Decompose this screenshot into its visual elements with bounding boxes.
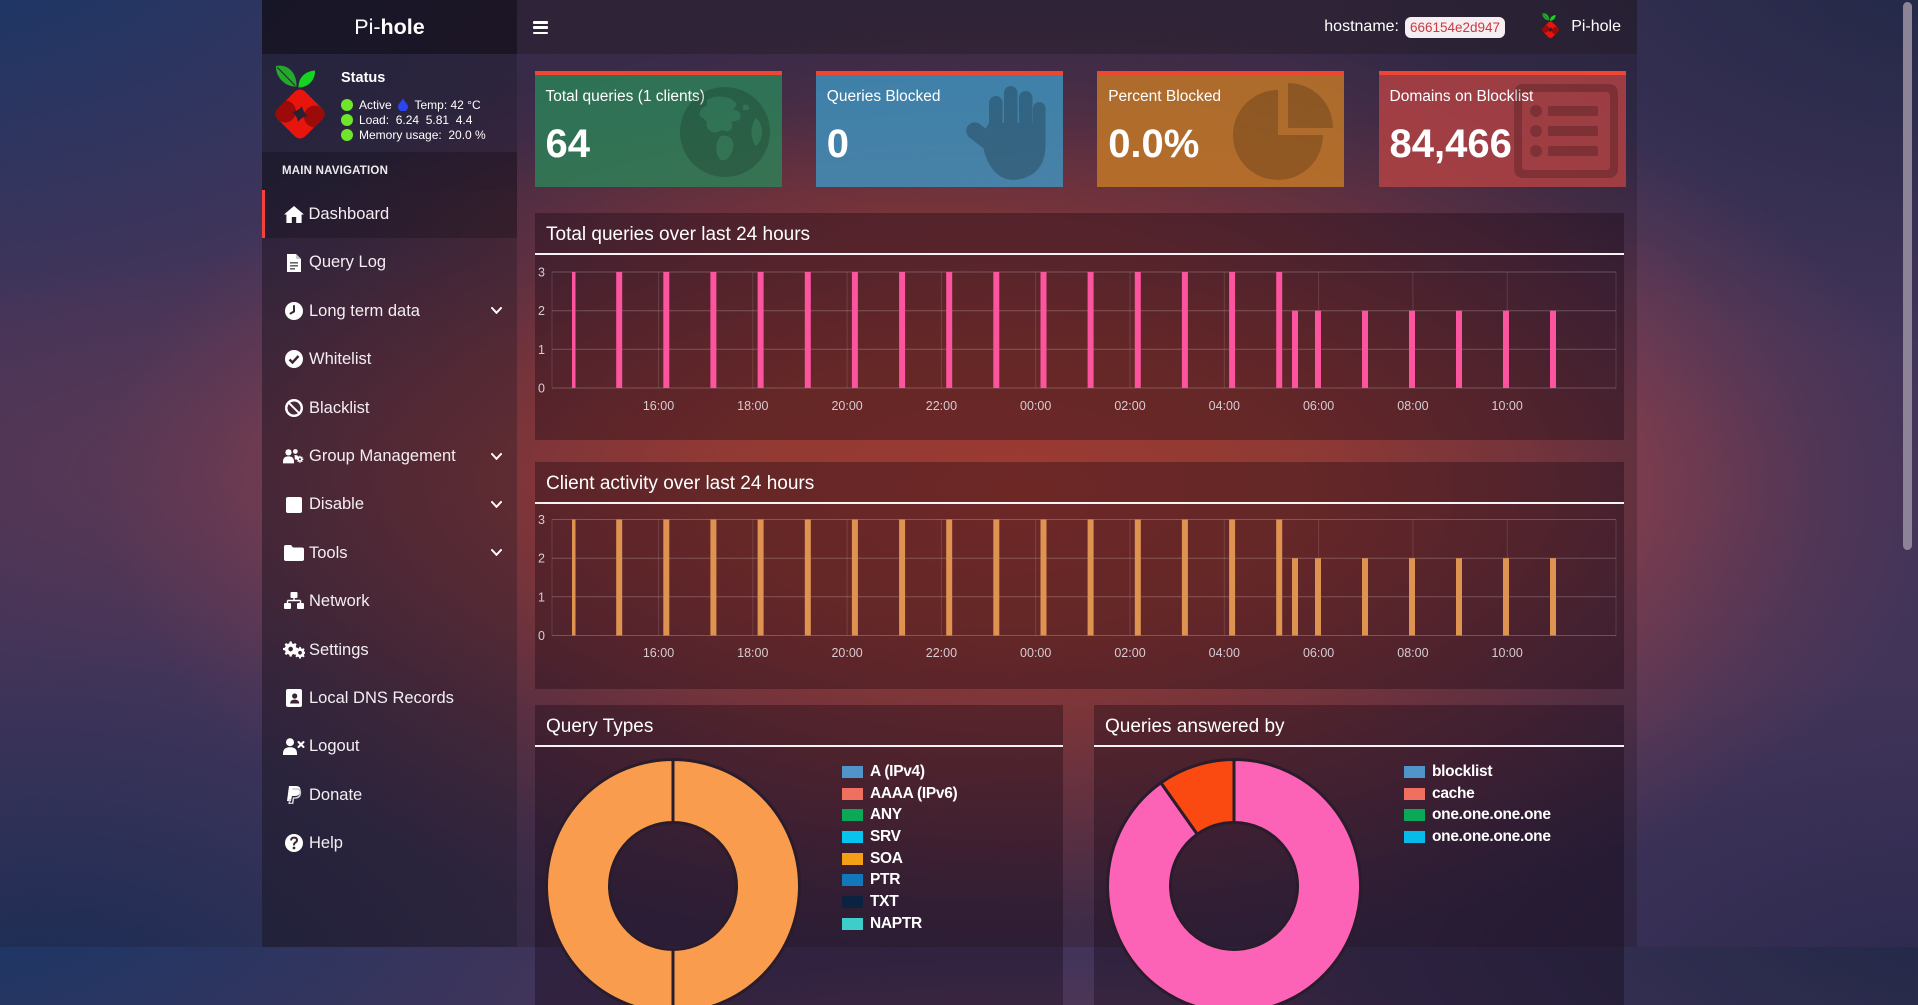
svg-text:1: 1 xyxy=(538,343,545,357)
svg-text:3: 3 xyxy=(538,513,545,527)
svg-text:00:00: 00:00 xyxy=(1020,646,1051,660)
svg-text:0: 0 xyxy=(538,382,545,396)
svg-text:20:00: 20:00 xyxy=(831,646,862,660)
svg-text:16:00: 16:00 xyxy=(643,399,674,413)
svg-text:0: 0 xyxy=(538,629,545,643)
svg-text:06:00: 06:00 xyxy=(1303,646,1334,660)
svg-text:2: 2 xyxy=(538,304,545,318)
svg-text:10:00: 10:00 xyxy=(1492,646,1523,660)
svg-text:02:00: 02:00 xyxy=(1114,646,1145,660)
svg-text:00:00: 00:00 xyxy=(1020,399,1051,413)
svg-text:08:00: 08:00 xyxy=(1397,646,1428,660)
svg-text:10:00: 10:00 xyxy=(1492,399,1523,413)
svg-text:22:00: 22:00 xyxy=(926,399,957,413)
svg-text:1: 1 xyxy=(538,590,545,604)
svg-text:3: 3 xyxy=(538,266,545,280)
svg-text:02:00: 02:00 xyxy=(1114,399,1145,413)
svg-text:04:00: 04:00 xyxy=(1209,399,1240,413)
svg-text:08:00: 08:00 xyxy=(1397,399,1428,413)
svg-text:16:00: 16:00 xyxy=(643,646,674,660)
svg-text:18:00: 18:00 xyxy=(737,646,768,660)
svg-text:18:00: 18:00 xyxy=(737,399,768,413)
svg-text:2: 2 xyxy=(538,552,545,566)
svg-text:20:00: 20:00 xyxy=(831,399,862,413)
svg-text:06:00: 06:00 xyxy=(1303,399,1334,413)
svg-text:04:00: 04:00 xyxy=(1209,646,1240,660)
svg-text:22:00: 22:00 xyxy=(926,646,957,660)
